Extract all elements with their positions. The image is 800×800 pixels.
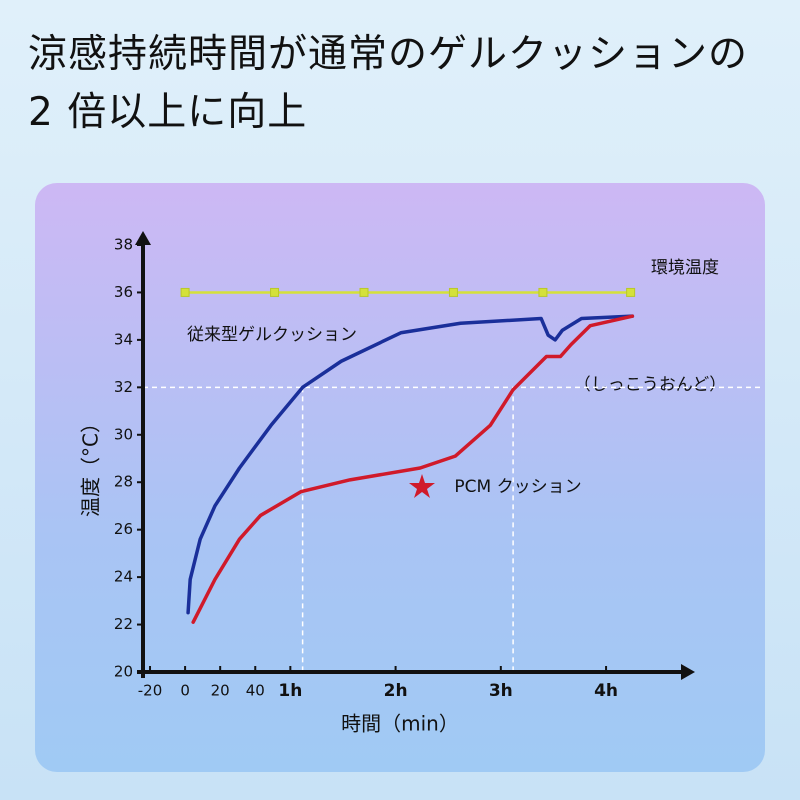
series-marker xyxy=(180,287,190,297)
x-tick-label: 0 xyxy=(180,682,190,700)
x-axis-label: 時間（min） xyxy=(341,712,459,736)
y-tick-label: 36 xyxy=(114,283,133,301)
y-tick-label: 30 xyxy=(114,425,133,443)
x-tick-label: 1h xyxy=(278,681,302,701)
y-tick-label: 26 xyxy=(114,520,133,538)
series-line xyxy=(191,314,635,624)
series-marker xyxy=(448,287,458,297)
series-marker xyxy=(626,287,636,297)
y-tick-label: 38 xyxy=(114,236,133,254)
x-axis-arrow xyxy=(681,664,695,680)
star-icon xyxy=(409,474,435,498)
series-marker xyxy=(538,287,548,297)
y-axis-label: 温度（°C） xyxy=(79,413,103,517)
x-tick-label: -20 xyxy=(138,682,163,700)
y-tick-label: 24 xyxy=(114,568,133,586)
title: 涼感持続時間が通常のゲルクッションの 2 倍以上に向上 xyxy=(28,32,749,135)
series-line xyxy=(186,314,635,615)
y-axis-arrow xyxy=(135,231,151,245)
series-label: 環境温度 xyxy=(651,258,719,278)
series-marker xyxy=(359,287,369,297)
x-tick-label: 3h xyxy=(489,681,513,701)
y-tick-label: 28 xyxy=(114,473,133,491)
series-label: PCM クッション xyxy=(454,477,581,497)
y-tick-label: 22 xyxy=(114,615,133,633)
y-tick-label: 20 xyxy=(114,663,133,681)
x-tick-label: 4h xyxy=(594,681,618,701)
series-marker xyxy=(270,287,280,297)
y-tick-label: 34 xyxy=(114,330,133,348)
x-tick-label: 20 xyxy=(211,682,230,700)
y-tick-label: 32 xyxy=(114,378,133,396)
x-tick-label: 40 xyxy=(246,682,265,700)
series-label: 従来型ゲルクッション xyxy=(187,325,357,345)
annotation: （しっこうおんど） xyxy=(574,375,727,395)
x-tick-label: 2h xyxy=(384,681,408,701)
